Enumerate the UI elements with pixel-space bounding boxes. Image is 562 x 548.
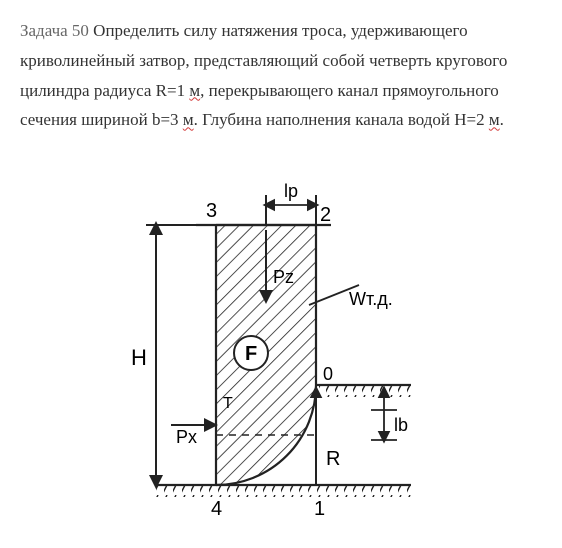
label-lb: lb: [394, 415, 408, 435]
problem-line3b: , перекрывающего канал прямоугольного: [200, 81, 499, 100]
problem-line4a: сечения шириной b=3: [20, 110, 183, 129]
problem-line4c: .: [500, 110, 504, 129]
problem-line2: криволинейный затвор, представляющий соб…: [20, 51, 507, 70]
label-2: 2: [320, 204, 331, 226]
label-h: H: [131, 345, 147, 370]
label-lp: lp: [284, 181, 298, 201]
label-wtd: Wт.д.: [349, 289, 393, 309]
unit-m-2: м: [183, 110, 194, 129]
label-r: R: [326, 448, 340, 470]
unit-m-3: м: [489, 110, 500, 129]
label-0: 0: [323, 364, 333, 384]
label-px: Px: [176, 427, 197, 447]
label-3: 3: [206, 200, 217, 222]
problem-statement: Задача 50 Определить силу натяжения трос…: [20, 16, 542, 135]
label-t: T: [223, 395, 233, 412]
ground-hatch: [156, 486, 411, 497]
figure-container: lp Pz F Px T Wт.д. R: [20, 165, 542, 525]
label-4: 4: [211, 498, 222, 520]
problem-label: Задача 50: [20, 21, 89, 40]
diagram-svg: lp Pz F Px T Wт.д. R: [101, 165, 461, 525]
label-1: 1: [314, 498, 325, 520]
problem-line3a: цилиндра радиуса R=1: [20, 81, 189, 100]
problem-line1: Определить силу натяжения троса, удержив…: [93, 21, 467, 40]
unit-m-1: м: [189, 81, 200, 100]
label-f: F: [245, 343, 257, 365]
problem-line4b: . Глубина наполнения канала водой H=2: [194, 110, 489, 129]
bed-hatch: [319, 386, 411, 397]
label-pz: Pz: [273, 267, 294, 287]
